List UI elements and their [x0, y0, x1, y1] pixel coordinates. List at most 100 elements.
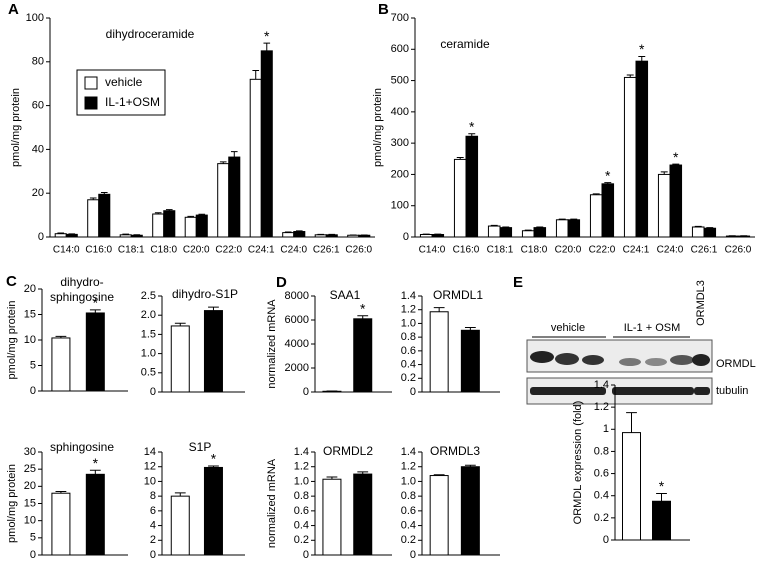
y-tick-label: 1.2 — [594, 401, 609, 413]
bar — [203, 310, 223, 393]
y-tick-label: 1.4 — [401, 290, 416, 302]
chart-title: dihydroceramide — [106, 27, 195, 41]
y-tick-label: 0.8 — [294, 490, 309, 502]
panel-label: E — [513, 274, 523, 291]
error-bar — [694, 225, 702, 227]
error-bar — [187, 215, 195, 218]
error-bar — [626, 74, 634, 78]
significance-star: * — [605, 167, 611, 183]
x-tick-label: C18:1 — [118, 245, 145, 256]
chart-panel: 0 5 10 15 20 dihydro-sphingosine pmol/mg prote… — [6, 273, 128, 397]
error-bar — [165, 209, 173, 211]
y-tick-label: 0.8 — [401, 331, 416, 343]
bar — [465, 135, 479, 238]
bar — [589, 194, 603, 238]
chart-panel: 0 0.5 1.0 1.5 2.0 2.5 dihydro-S1P — [141, 287, 245, 398]
bar — [601, 183, 615, 238]
y-tick-label: 8 — [150, 490, 156, 502]
bar — [228, 156, 241, 238]
band-label: ORMDL — [716, 358, 756, 370]
bar — [260, 50, 273, 238]
error-bar — [433, 474, 445, 476]
y-tick-label: 0.2 — [401, 534, 416, 546]
y-tick-label: 0.2 — [294, 534, 309, 546]
bar — [203, 466, 223, 556]
y-tick-label: 0.4 — [401, 519, 416, 531]
bar — [521, 230, 535, 238]
y-tick-label: 100 — [26, 12, 44, 24]
x-tick-label: C22:0 — [589, 245, 616, 256]
error-bar — [208, 465, 219, 468]
chart-title: ceramide — [440, 37, 490, 51]
y-tick-label: 0 — [38, 231, 44, 243]
error-bar — [706, 227, 714, 229]
error-bar — [219, 161, 227, 164]
x-tick-label: C26:0 — [345, 245, 372, 256]
y-tick-label: 1.0 — [401, 317, 416, 329]
error-bar — [122, 233, 130, 235]
y-tick-label: 1.0 — [401, 475, 416, 487]
y-tick-label: 40 — [32, 143, 44, 155]
bar — [487, 225, 501, 238]
x-tick-label: C26:1 — [313, 245, 340, 256]
y-tick-label: 0 — [410, 549, 416, 561]
band — [645, 358, 667, 366]
bar — [652, 500, 671, 541]
error-bar — [57, 232, 65, 234]
x-tick-label: C20:0 — [555, 245, 582, 256]
y-tick-label: 5 — [30, 359, 36, 371]
y-tick-label: 20 — [24, 480, 36, 492]
band — [582, 355, 604, 365]
significance-star: * — [93, 295, 99, 311]
chart-title: sphingosine — [50, 440, 114, 454]
y-tick-label: 0 — [30, 385, 36, 397]
y-tick-label: 2.5 — [141, 290, 156, 302]
y-tick-label: 0.4 — [594, 490, 609, 502]
y-tick-label: 4000 — [285, 338, 309, 350]
y-tick-label: 300 — [391, 137, 409, 149]
panel-label: B — [378, 1, 389, 18]
error-bar — [524, 229, 532, 231]
y-tick-label: 2.0 — [141, 309, 156, 321]
y-tick-label: 6000 — [285, 314, 309, 326]
error-bar — [638, 55, 646, 62]
y-tick-label: 500 — [391, 74, 409, 86]
y-tick-label: 5 — [30, 532, 36, 544]
x-tick-label: C24:1 — [623, 245, 650, 256]
y-tick-label: 0.2 — [401, 372, 416, 384]
chart-panel: 0 100 200 300 400 500 600 700 ceramide pmol/mg pr… — [372, 1, 755, 256]
bar — [353, 473, 373, 556]
bar — [460, 329, 480, 393]
y-tick-label: 1.5 — [141, 328, 156, 340]
bar — [669, 164, 683, 238]
bar — [453, 158, 467, 238]
error-bar — [208, 306, 219, 311]
error-bar — [357, 471, 369, 475]
bar — [657, 173, 671, 238]
y-tick-label: 20 — [32, 187, 44, 199]
x-tick-label: C16:0 — [85, 245, 112, 256]
y-tick-label: 8000 — [285, 290, 309, 302]
x-tick-label: C20:0 — [183, 245, 210, 256]
x-tick-label: C26:0 — [725, 245, 752, 256]
bar — [703, 227, 717, 238]
bar — [691, 226, 705, 238]
y-tick-label: 0.6 — [594, 467, 609, 479]
bar — [85, 312, 105, 392]
y-tick-label: 1.4 — [594, 379, 609, 391]
chart-title: SAA1 — [330, 288, 361, 302]
y-tick-label: 0.8 — [594, 445, 609, 457]
bar — [170, 325, 190, 393]
bar — [217, 163, 230, 238]
panel-label: D — [276, 274, 287, 291]
error-bar — [502, 226, 510, 228]
y-tick-label: 1.2 — [294, 461, 309, 473]
y-axis-label: pmol/mg protein — [10, 88, 22, 167]
western-blot: vehicle IL-1 + OSM ORMDL3 ORMDL tubulin — [526, 280, 756, 405]
x-tick-label: C26:1 — [691, 245, 718, 256]
bar — [325, 234, 338, 238]
significance-star: * — [639, 41, 645, 57]
significance-star: * — [211, 451, 217, 467]
y-tick-label: 0.6 — [294, 505, 309, 517]
error-bar — [100, 192, 108, 195]
